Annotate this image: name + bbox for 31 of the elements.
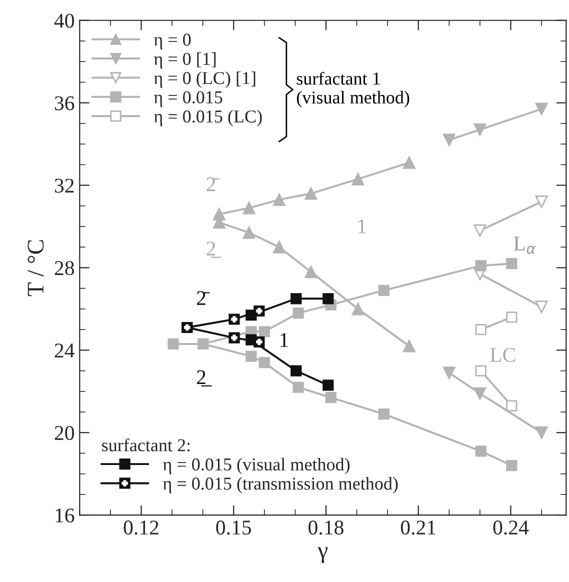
x-tick-label: 0.15 bbox=[216, 520, 252, 535]
y-axis-title: T / °C bbox=[28, 240, 44, 296]
y-tick-label: 16 bbox=[56, 508, 74, 523]
y-tick-label: 28 bbox=[54, 261, 74, 276]
legend-label: η = 0 (LC) [1] bbox=[154, 72, 256, 88]
annotation: 1 bbox=[358, 219, 366, 234]
y-tick-label: 36 bbox=[54, 96, 74, 110]
y-tick-label: 40 bbox=[54, 14, 74, 28]
x-tick-label: 0.24 bbox=[493, 520, 529, 535]
annotation: 1 bbox=[280, 333, 288, 347]
legend-label: η = 0.015 bbox=[154, 91, 222, 108]
x-tick-label: 0.18 bbox=[308, 520, 344, 535]
annotation: LC bbox=[490, 348, 516, 362]
x-tick-label: 0.21 bbox=[400, 520, 436, 535]
y-tick-label: 24 bbox=[54, 344, 74, 358]
legend-label: η = 0.015 (transmission method) bbox=[163, 477, 398, 494]
legend-label: η = 0 bbox=[154, 34, 191, 50]
y-tick-label: 32 bbox=[54, 178, 74, 193]
annotation: surfactant 1 (visual method) bbox=[296, 72, 410, 108]
annotation: L$_{α}$ bbox=[514, 236, 536, 254]
x-tick-label: 0.12 bbox=[124, 520, 158, 535]
x-axis-title: γ bbox=[318, 547, 328, 564]
annotation: 2̲ bbox=[206, 242, 222, 258]
legend-label: η = 0.015 (LC) bbox=[154, 110, 262, 126]
legend-label: η = 0.015 (visual method) bbox=[163, 458, 350, 474]
y-tick-label: 20 bbox=[54, 426, 74, 440]
legend-label: η = 0 [1] bbox=[154, 52, 216, 69]
annotation: 2̄ bbox=[206, 177, 220, 192]
annotation: 2̲ bbox=[196, 370, 212, 386]
annotation: 2̄ bbox=[196, 291, 210, 305]
legend-title: surfactant 2: bbox=[102, 438, 190, 452]
